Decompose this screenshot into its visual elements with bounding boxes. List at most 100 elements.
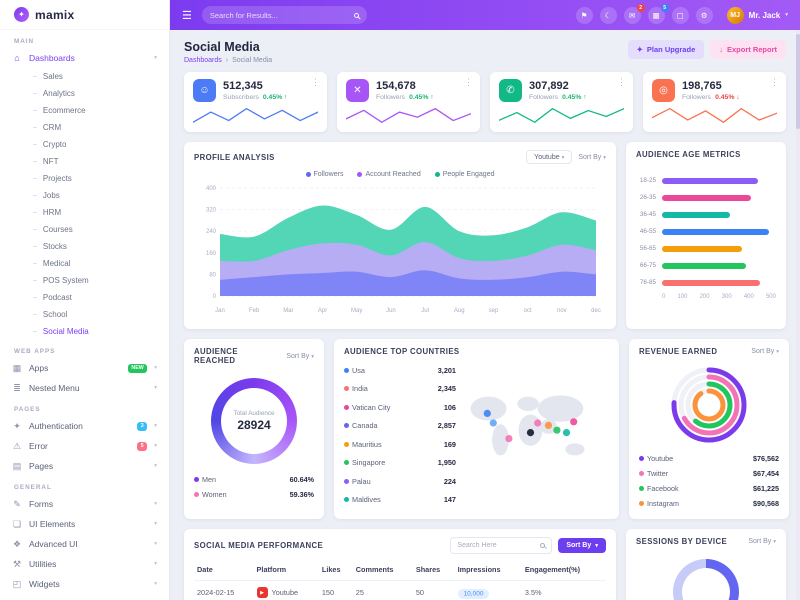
sidebar-item-nested-menu[interactable]: ≣ Nested Menu ▾ <box>0 378 169 398</box>
kebab-menu-icon[interactable]: ⋮ <box>311 77 320 87</box>
hamburger-menu-icon[interactable]: ☰ <box>182 9 192 22</box>
legend-dot <box>639 486 644 491</box>
x-tick-label: dec <box>591 308 601 314</box>
settings-button[interactable]: ⚙ <box>695 6 713 24</box>
sidebar-subitem-hrm[interactable]: – HRM <box>0 204 169 221</box>
sidebar-item-dashboards[interactable]: ⌂ Dashboards ▾ <box>0 48 169 68</box>
plan-upgrade-button[interactable]: ✦ Plan Upgrade <box>627 40 705 59</box>
sidebar-item-pages[interactable]: ▤ Pages ▾ <box>0 456 169 476</box>
messages-button[interactable]: ✉ 2 <box>623 3 645 24</box>
dash-icon: – <box>33 277 37 284</box>
fullscreen-button[interactable]: ▢ <box>671 6 689 24</box>
sidebar-item-error[interactable]: ⚠ Error 5 ▾ <box>0 436 169 456</box>
profile-analysis-title: PROFILE ANALYSIS <box>194 152 275 162</box>
apps-grid-icon: ▦ <box>652 10 660 20</box>
topbar: ☰ ⚑☾✉2▦5▢⚙ MJ Mr. Jack ▾ <box>170 0 800 30</box>
scrollbar-thumb[interactable] <box>796 34 800 129</box>
sidebar-subitem-sales[interactable]: – Sales <box>0 68 169 85</box>
theme-moon-button[interactable]: ☾ <box>599 6 617 24</box>
map-marker <box>544 421 553 429</box>
age-bar-row: 18-25 <box>626 172 786 189</box>
sidebar-subitem-pos-system[interactable]: – POS System <box>0 272 169 289</box>
age-bar-row: 26-35 <box>626 189 786 206</box>
country-dot <box>344 497 349 503</box>
map-landmass <box>492 424 509 456</box>
stat-label: Followers <box>529 93 559 101</box>
profile-analysis-chart: 0 80 160 240 320 400 Jan Feb Mar Apr May Jun Jul Aug s… <box>184 180 616 329</box>
chevron-down-icon: ▾ <box>603 154 606 161</box>
sidebar-subitem-analytics[interactable]: – Analytics <box>0 85 169 102</box>
sort-by-dropdown[interactable]: Sort By ▾ <box>751 348 779 355</box>
brand[interactable]: ✦ mamix <box>0 0 169 30</box>
sidebar-item-utilities[interactable]: ⚒ Utilities ▾ <box>0 554 169 574</box>
sidebar-subitem-ecommerce[interactable]: – Ecommerce <box>0 102 169 119</box>
x-tick-label: 200 <box>699 294 710 300</box>
map-marker <box>483 409 491 417</box>
notification-badge: 5 <box>660 3 669 12</box>
kebab-menu-icon[interactable]: ⋮ <box>464 77 473 87</box>
sidebar-subitem-projects[interactable]: – Projects <box>0 170 169 187</box>
export-report-button[interactable]: ↓ Export Report <box>710 40 786 59</box>
revenue-earned-card: REVENUE EARNED Sort By ▾ Youtube $76,562 T… <box>629 339 789 519</box>
sidebar-subitem-social-media[interactable]: – Social Media <box>0 323 169 340</box>
apps-grid-button[interactable]: ▦ 5 <box>647 3 669 24</box>
kebab-menu-icon[interactable]: ⋮ <box>770 77 779 87</box>
sidebar-subitem-stocks[interactable]: – Stocks <box>0 238 169 255</box>
flag-button[interactable]: ⚑ <box>575 6 593 24</box>
fullscreen-icon: ▢ <box>676 10 684 20</box>
sidebar-subitem-courses[interactable]: – Courses <box>0 221 169 238</box>
sidebar-subitem-school[interactable]: – School <box>0 306 169 323</box>
stat-texts: 198,765 Followers 0.45% ↓ <box>682 80 740 100</box>
kebab-menu-icon[interactable]: ⋮ <box>617 77 626 87</box>
age-bar <box>662 194 751 201</box>
sidebar-section-label: GENERAL <box>14 484 52 491</box>
legend-dot <box>639 471 644 476</box>
sidebar-item-widgets[interactable]: ◰ Widgets ▾ <box>0 574 169 594</box>
sidebar-item-authentication[interactable]: ✦ Authentication 3 ▾ <box>0 416 169 436</box>
sidebar-subitem-crypto[interactable]: – Crypto <box>0 136 169 153</box>
sidebar-item-label: Utilities <box>29 559 57 569</box>
breadcrumb-link[interactable]: Dashboards <box>184 57 222 64</box>
sort-by-dropdown[interactable]: Sort By ▾ <box>578 153 606 161</box>
table-sort-button[interactable]: Sort By ▾ <box>558 538 606 553</box>
legend-item-people-engaged: People Engaged <box>434 171 495 178</box>
sidebar-subitem-nft[interactable]: – NFT <box>0 153 169 170</box>
sort-by-dropdown[interactable]: Sort By ▾ <box>286 352 314 360</box>
age-bar-track <box>662 211 776 218</box>
sidebar-item-forms[interactable]: ✎ Forms ▾ <box>0 494 169 514</box>
sidebar-item-apps[interactable]: ▦ Apps NEW ▾ <box>0 358 169 378</box>
sidebar-subitem-label: Jobs <box>42 191 60 200</box>
settings-icon: ⚙ <box>700 10 708 20</box>
header-search[interactable] <box>201 6 367 24</box>
age-group-label: 26-35 <box>639 194 656 201</box>
legend-label: Women <box>202 490 227 499</box>
dash-icon: – <box>33 141 37 148</box>
sidebar-subitem-jobs[interactable]: – Jobs <box>0 187 169 204</box>
map-landmass <box>517 396 539 411</box>
header-search-input[interactable] <box>209 10 348 20</box>
window-scrollbar[interactable] <box>796 30 800 600</box>
legend-label: Followers <box>313 171 344 178</box>
legend-dot <box>194 492 199 497</box>
sidebar-subitem-label: Medical <box>42 259 71 268</box>
table-search[interactable] <box>450 537 553 554</box>
table-search-input[interactable] <box>457 542 536 549</box>
stat-value: 154,678 <box>376 80 416 93</box>
sidebar-subitem-podcast[interactable]: – Podcast <box>0 289 169 306</box>
user-menu[interactable]: MJ Mr. Jack ▾ <box>726 6 788 24</box>
audience-donut-chart: Total Audience 28924 <box>211 378 297 464</box>
utilities-icon: ⚒ <box>12 558 22 569</box>
revenue-radial-chart <box>629 361 789 449</box>
legend-value: 59.36% <box>289 490 314 499</box>
sidebar-subitem-medical[interactable]: – Medical <box>0 255 169 272</box>
column-header-engagement-: Engagement(%) <box>521 559 606 581</box>
y-tick-label: 80 <box>209 272 216 278</box>
country-row-maldives: Maldives 147 <box>344 491 456 510</box>
sidebar-item-ui-elements[interactable]: ❏ UI Elements ▾ <box>0 514 169 534</box>
age-bar-row: 66-75 <box>626 257 786 274</box>
sidebar-item-advanced-ui[interactable]: ❖ Advanced UI ▾ <box>0 534 169 554</box>
country-dot <box>344 478 349 484</box>
sidebar-subitem-crm[interactable]: – CRM <box>0 119 169 136</box>
platform-filter-select[interactable]: Youtube ▾ <box>526 150 573 164</box>
sort-by-dropdown[interactable]: Sort By ▾ <box>748 538 776 545</box>
